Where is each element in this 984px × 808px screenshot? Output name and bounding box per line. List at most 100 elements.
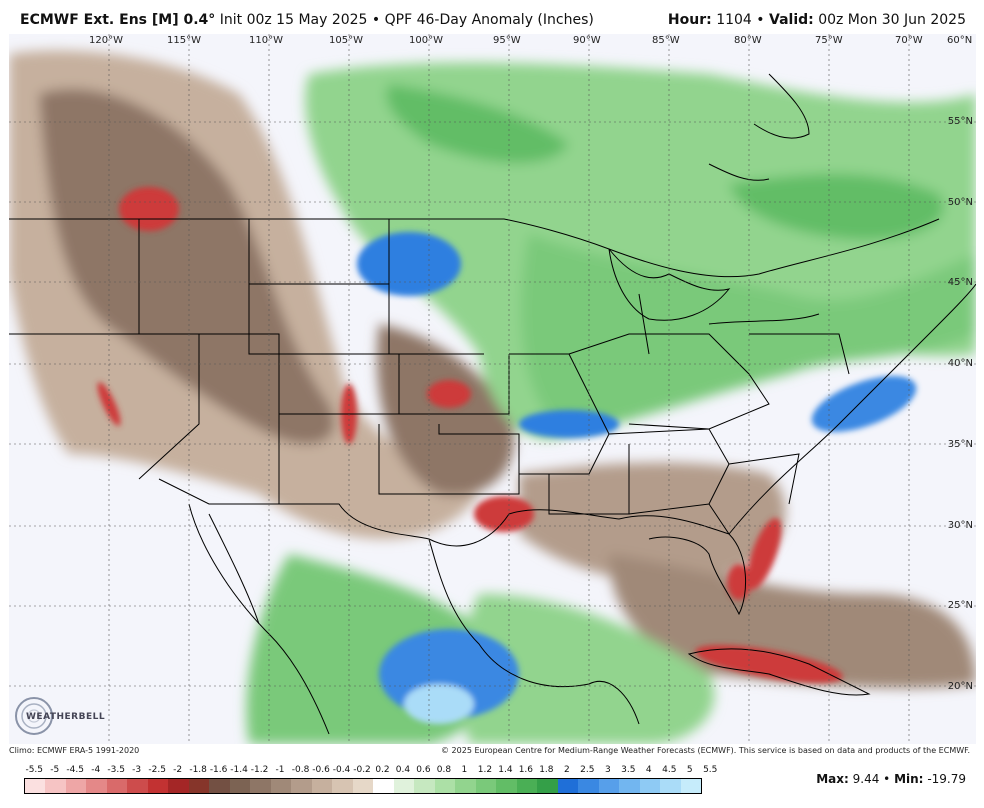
- map-title: ECMWF Ext. Ens [M] 0.4° Init 00z 15 May …: [20, 12, 594, 28]
- lon-label-105w: 105°W: [329, 35, 363, 46]
- legend-label: 3.5: [621, 765, 636, 775]
- legend-label: -2.5: [148, 765, 166, 775]
- legend-swatch: [557, 779, 579, 793]
- legend-label: -1.6: [209, 765, 228, 775]
- legend-label: 5.5: [703, 765, 718, 775]
- legend-label: 0.2: [375, 765, 390, 775]
- legend-label: 4: [645, 765, 652, 775]
- lon-label-85w: 85°W: [652, 35, 680, 46]
- lat-label-50n: 50°N: [947, 197, 973, 208]
- legend-swatch: [598, 779, 620, 793]
- legend-label: -0.8: [291, 765, 310, 775]
- lon-label-90w: 90°W: [573, 35, 601, 46]
- anomaly-map: 120°W 115°W 110°W 105°W 100°W 95°W 90°W …: [9, 34, 976, 744]
- political-boundaries: [9, 73, 976, 735]
- legend-swatch: [188, 779, 210, 793]
- legend-swatch: [311, 779, 333, 793]
- hour-value: 1104: [716, 12, 752, 28]
- legend-label: 1.2: [477, 765, 493, 775]
- legend-swatch: [25, 779, 46, 793]
- legend-swatch: [250, 779, 271, 793]
- legend-label: -5: [50, 765, 60, 775]
- weatherbell-logo: [15, 697, 53, 735]
- legend-label: -4.5: [66, 765, 84, 775]
- copyright-credit: © 2025 European Centre for Medium-Range …: [441, 746, 970, 755]
- legend-swatch: [434, 779, 456, 793]
- legend-swatch: [537, 779, 558, 793]
- legend-swatch: [332, 779, 353, 793]
- legend-swatch: [496, 779, 517, 793]
- maxmin-separator: •: [883, 772, 891, 786]
- legend-label: -3: [132, 765, 142, 775]
- max-value: 9.44: [852, 772, 880, 786]
- legend-swatch: [291, 779, 312, 793]
- lon-label-95w: 95°W: [493, 35, 521, 46]
- legend-label: 4.5: [662, 765, 677, 775]
- legend-swatch: [680, 779, 701, 793]
- legend-swatch: [639, 779, 661, 793]
- legend-label: -1.4: [230, 765, 248, 775]
- legend-swatch: [516, 779, 538, 793]
- lat-label-40n: 40°N: [947, 358, 973, 369]
- extreme-anomalies: [97, 187, 917, 724]
- lon-label-80w: 80°W: [734, 35, 762, 46]
- legend-swatch: [619, 779, 640, 793]
- climo-credit: Climo: ECMWF ERA-5 1991-2020: [9, 746, 140, 755]
- legend-swatch: [414, 779, 435, 793]
- legend-labels: -5.5 -5 -4.5 -4 -3.5 -3 -2.5 -2 -1.8 -1.6 -1.4 -1.2…: [20, 765, 717, 777]
- legend-label: 0.6: [416, 765, 431, 775]
- lon-label-115w: 115°W: [167, 35, 201, 46]
- lat-label-30n: 30°N: [947, 520, 973, 531]
- lon-label-100w: 100°W: [409, 35, 443, 46]
- legend-label: 2: [563, 765, 570, 775]
- legend-swatch: [270, 779, 292, 793]
- legend-label: 3: [604, 765, 611, 775]
- header: ECMWF Ext. Ens [M] 0.4° Init 00z 15 May …: [0, 0, 984, 34]
- legend-swatch: [86, 779, 107, 793]
- graticule: [9, 34, 976, 744]
- min-label: Min:: [894, 772, 924, 786]
- legend-swatch: [65, 779, 87, 793]
- legend-label: 0.4: [395, 765, 411, 775]
- legend-label: 2.5: [580, 765, 595, 775]
- lat-label-45n: 45°N: [947, 277, 973, 288]
- valid-time: Hour: 1104 • Valid: 00z Mon 30 Jun 2025: [668, 12, 966, 28]
- legend-label: -1: [275, 765, 285, 775]
- legend-label: 1.4: [498, 765, 513, 775]
- legend-swatch: [393, 779, 415, 793]
- lon-label-75w: 75°W: [815, 35, 843, 46]
- model-name: ECMWF Ext. Ens [M] 0.4: [20, 12, 209, 28]
- legend-swatch: [106, 779, 128, 793]
- legend-label: -0.6: [312, 765, 330, 775]
- legend-label: -1.2: [250, 765, 269, 775]
- legend-swatch: [209, 779, 230, 793]
- init-time: Init 00z 15 May 2025: [219, 12, 368, 28]
- product-name: QPF 46-Day Anomaly (Inches): [384, 12, 594, 28]
- logo-wordmark: WEATHERBELL: [26, 712, 106, 722]
- legend-label: -0.2: [353, 765, 371, 775]
- valid-separator: •: [756, 12, 765, 28]
- legend-label: 0.8: [436, 765, 452, 775]
- lon-label-120w: 120°W: [89, 35, 123, 46]
- legend-label: 1.8: [539, 765, 554, 775]
- valid-value: 00z Mon 30 Jun 2025: [818, 12, 966, 28]
- legend-swatch: [352, 779, 374, 793]
- legend-label: 1.6: [518, 765, 534, 775]
- title-separator: •: [371, 12, 381, 28]
- legend-swatch: [455, 779, 476, 793]
- max-label: Max:: [816, 772, 849, 786]
- legend-label: -1.8: [189, 765, 207, 775]
- legend-label: -0.4: [332, 765, 351, 775]
- legend-swatch: [229, 779, 251, 793]
- legend-label: -2: [173, 765, 183, 775]
- legend-swatch: [578, 779, 599, 793]
- lat-label-60n: 60°N: [947, 35, 973, 46]
- max-min-readout: Max: 9.44 • Min: -19.79: [816, 772, 966, 786]
- lon-label-70w: 70°W: [895, 35, 923, 46]
- degree-symbol: °: [208, 12, 216, 28]
- lon-label-110w: 110°W: [249, 35, 283, 46]
- lat-label-35n: 35°N: [947, 439, 973, 450]
- lat-label-20n: 20°N: [947, 681, 973, 692]
- legend-label: 1: [461, 765, 468, 775]
- legend-swatch: [45, 779, 66, 793]
